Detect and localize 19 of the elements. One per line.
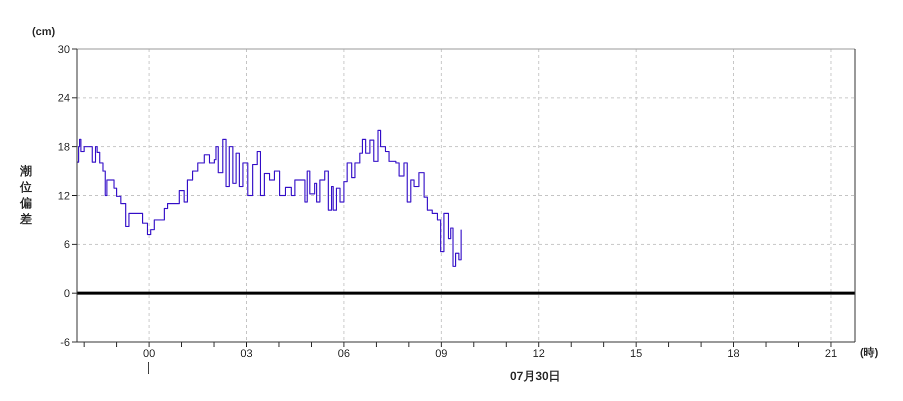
x-tick-label: 15 (630, 348, 642, 360)
y-tick-label: 0 (64, 288, 70, 300)
x-tick-label: 21 (824, 348, 838, 360)
y-tick-label: 30 (58, 44, 70, 56)
y-tick-label: 24 (58, 92, 70, 105)
x-tick-label: 03 (240, 348, 253, 360)
x-tick-label: 00 (142, 348, 156, 360)
x-tick-label: 18 (727, 348, 740, 360)
x-axis-title: (時) (860, 346, 878, 360)
text: 07月30日 (510, 368, 561, 385)
y-tick-label: 12 (58, 190, 70, 202)
y-axis-title: 潮位偏差 (18, 163, 33, 227)
y-tick-label: -6 (60, 336, 70, 349)
y-tick-label: 18 (58, 142, 70, 154)
x-tick-label: 12 (532, 348, 545, 360)
x-tick-label: 09 (435, 348, 448, 360)
x-tick-label: 06 (338, 348, 350, 360)
text: (cm) (32, 26, 56, 38)
y-tick-label: 6 (64, 239, 70, 252)
